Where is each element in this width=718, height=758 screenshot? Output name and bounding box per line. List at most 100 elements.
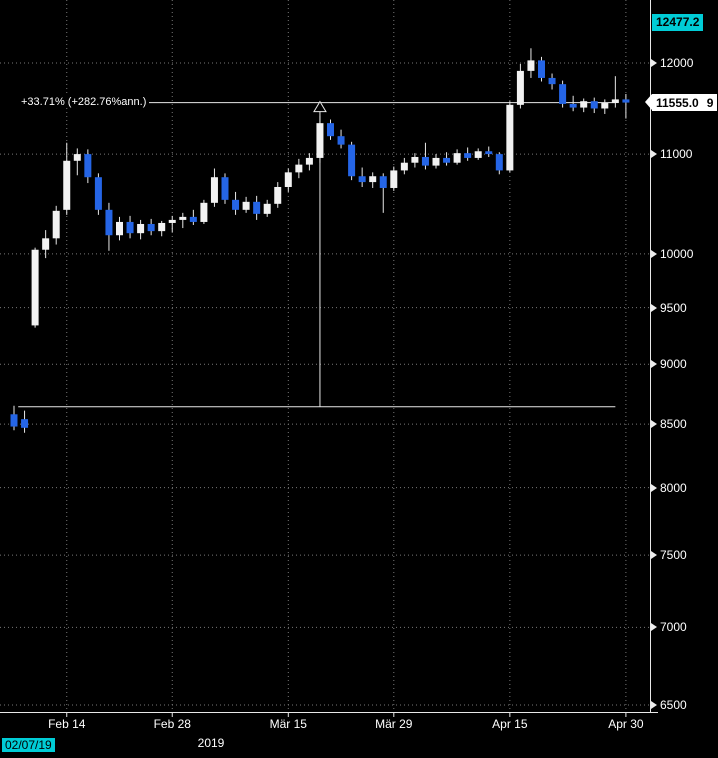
candle-body	[42, 238, 50, 250]
candle-body	[348, 144, 356, 177]
candle-body	[21, 419, 29, 428]
y-tick-label: 7500	[660, 548, 687, 563]
y-tick-10000: 10000	[651, 246, 693, 262]
x-tick-label: Feb 28	[153, 717, 191, 731]
y-tick-arrow-icon	[651, 551, 657, 560]
y-tick-arrow-icon	[651, 360, 657, 369]
candle-body	[284, 172, 292, 187]
x-tick-label: Mär 15	[269, 717, 307, 731]
candle-body	[137, 223, 145, 234]
candle-body	[538, 60, 545, 78]
y-tick-arrow-icon	[651, 59, 657, 67]
candle-body	[253, 201, 261, 214]
candle-body	[189, 216, 197, 222]
candle-body	[379, 176, 387, 188]
candle-body	[158, 222, 166, 232]
candle-body	[548, 77, 556, 85]
candle-body	[411, 156, 419, 163]
candle-body	[400, 162, 408, 171]
candle-body	[52, 210, 60, 239]
y-tick-arrow-icon	[651, 420, 657, 429]
y-tick-6500: 6500	[651, 697, 687, 713]
candle-body	[559, 84, 567, 104]
y-tick-9500: 9500	[651, 300, 687, 316]
candle-body	[84, 154, 92, 178]
candle-body	[63, 160, 71, 210]
measure-annotation-label: +33.71% (+282.76%ann.)	[18, 95, 150, 108]
candle-body	[516, 70, 524, 105]
y-tick-9000: 9000	[651, 356, 687, 372]
candle-body	[390, 170, 398, 188]
candle-body	[474, 151, 482, 158]
candle-body	[116, 221, 123, 236]
candle-body	[31, 249, 39, 326]
candle-body	[432, 157, 440, 166]
candle-body	[590, 101, 598, 109]
high-price-tag: 12477.2	[652, 13, 704, 31]
candle-body	[263, 203, 271, 214]
candle-body	[485, 151, 493, 155]
x-tick-label: Apr 30	[608, 717, 644, 731]
candle-body	[580, 101, 588, 108]
candle-body	[421, 156, 429, 166]
y-tick-label: 11000	[660, 147, 693, 162]
x-tick-label: Feb 14	[48, 717, 86, 731]
y-tick-label: 6500	[660, 698, 687, 712]
high-price-value: 12477.2	[656, 15, 700, 30]
candle-body	[622, 99, 630, 103]
y-tick-12000: 12000	[651, 55, 693, 71]
x-tick-label: Mär 29	[375, 717, 413, 731]
y-tick-label: 9000	[660, 357, 687, 372]
candle-body	[179, 216, 187, 220]
candle-body	[453, 153, 461, 163]
candle-body	[569, 103, 577, 108]
candle-body	[147, 223, 155, 232]
candle-body	[73, 154, 81, 161]
candle-body	[242, 201, 250, 210]
candle-body	[316, 123, 324, 158]
candle-body	[210, 177, 218, 203]
candle-body	[295, 164, 303, 173]
y-tick-label: 10000	[660, 246, 694, 261]
candle-body	[94, 177, 102, 210]
y-tick-8000: 8000	[651, 480, 687, 496]
y-tick-7000: 7000	[651, 619, 687, 635]
y-tick-label: 7000	[660, 620, 687, 635]
last-price-tag: 11555.0 9	[644, 94, 718, 112]
candle-body	[337, 136, 345, 145]
y-tick-7500: 7500	[651, 547, 687, 563]
candle-body	[10, 414, 18, 427]
y-tick-arrow-icon	[651, 483, 657, 492]
y-tick-label: 9500	[660, 300, 687, 315]
candle-body	[601, 103, 609, 109]
y-tick-8500: 8500	[651, 416, 687, 432]
candle-body	[527, 60, 535, 71]
start-date-field[interactable]: 02/07/19	[2, 738, 55, 752]
y-tick-label: 8000	[660, 480, 687, 495]
candle-body	[611, 99, 619, 104]
candle-body	[369, 176, 377, 183]
y-tick-arrow-icon	[651, 701, 657, 709]
candle-body	[274, 186, 282, 204]
y-tick-arrow-icon	[651, 249, 657, 258]
candle-body	[221, 177, 229, 200]
candle-body	[495, 154, 503, 171]
axis-overflow-text: 9	[706, 95, 714, 110]
candle-body	[506, 104, 514, 171]
candle-body	[232, 199, 240, 210]
y-tick-arrow-icon	[651, 303, 657, 312]
y-tick-arrow-icon	[651, 150, 657, 159]
candle-body	[200, 202, 208, 222]
candle-body	[327, 123, 334, 137]
last-price-value: 11555.0	[656, 95, 699, 110]
y-tick-label: 12000	[660, 56, 694, 70]
candle-body	[443, 157, 451, 163]
y-tick-11000: 11000	[651, 146, 692, 162]
measure-triangle-marker	[313, 100, 327, 113]
y-tick-arrow-icon	[651, 623, 657, 632]
y-tick-label: 8500	[660, 417, 687, 432]
candle-body	[168, 219, 176, 223]
year-label: 2019	[197, 736, 225, 750]
